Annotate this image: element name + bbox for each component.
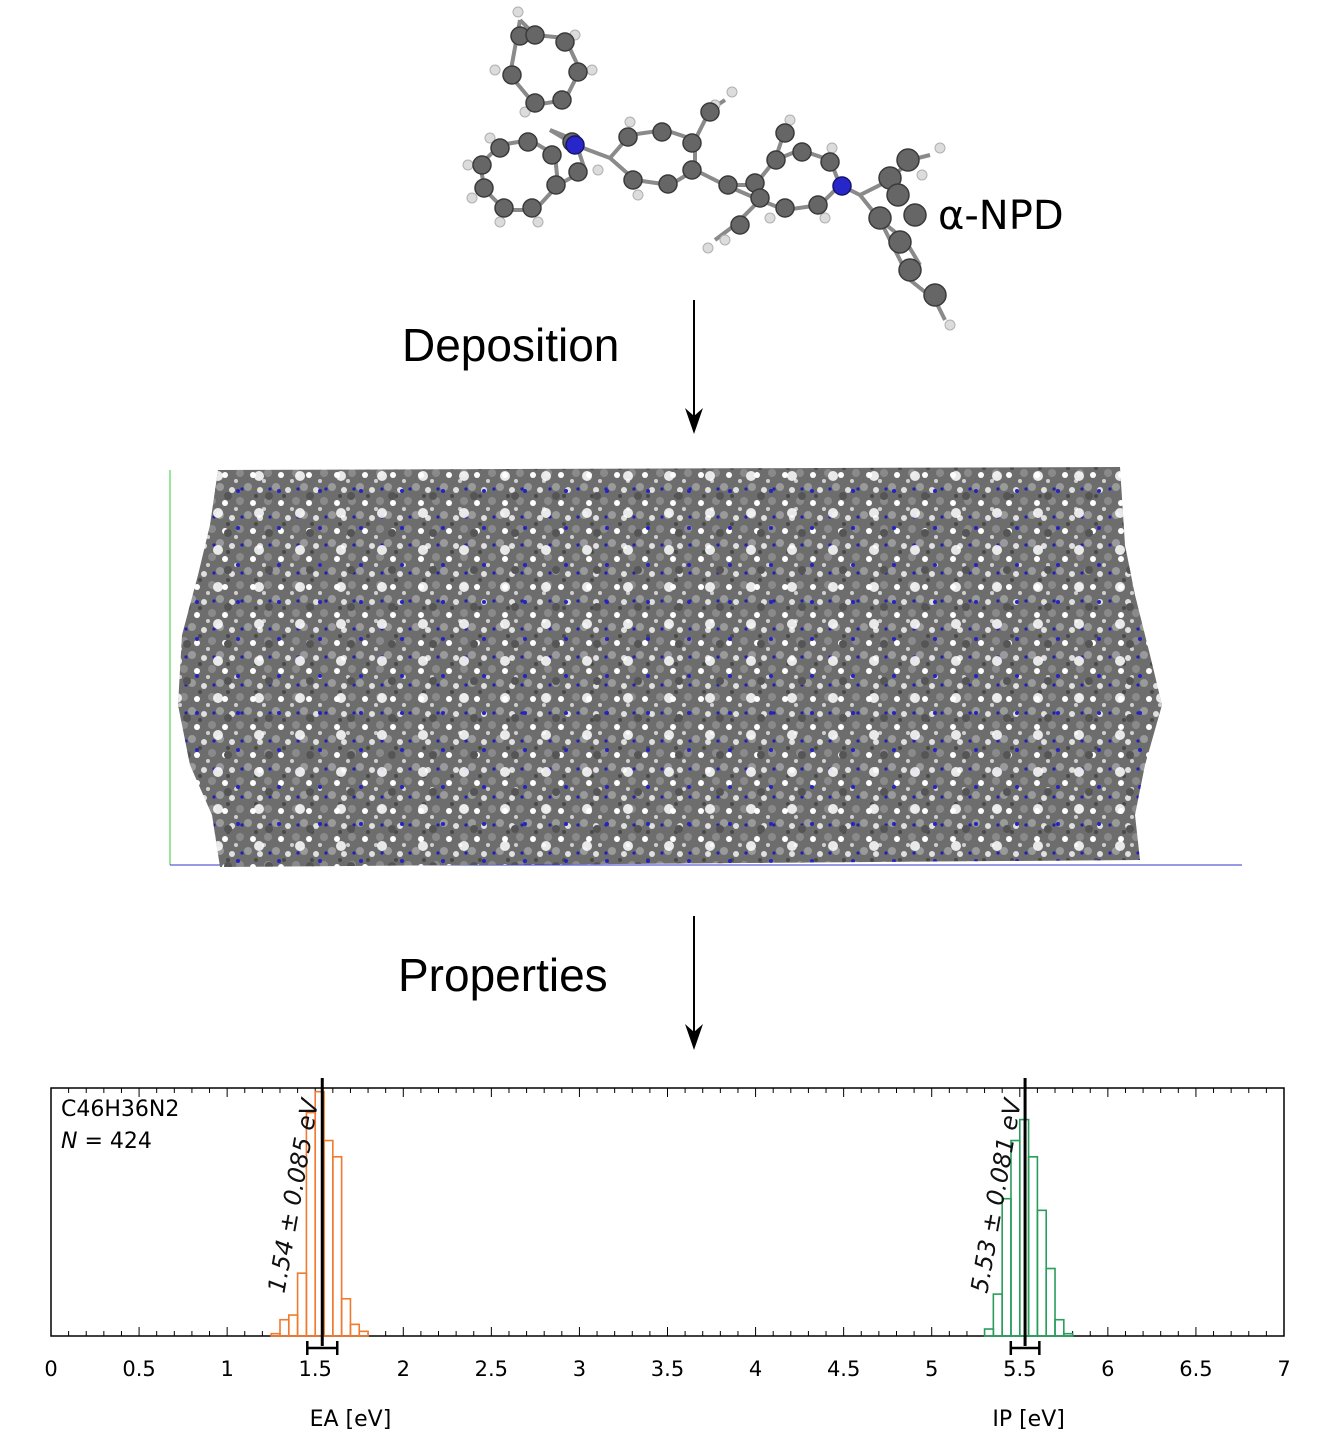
x-tick-label: 6 — [1101, 1357, 1114, 1381]
molecule-structure — [462, 6, 956, 331]
ea-histogram-bar — [340, 1297, 352, 1337]
ip-histogram-bar — [992, 1293, 1003, 1337]
x-tick-label: 5 — [925, 1357, 938, 1381]
x-tick-label: 4.5 — [827, 1357, 860, 1381]
x-axis-label-ea: EA [eV] — [310, 1407, 392, 1432]
x-tick-label: 7 — [1277, 1357, 1290, 1381]
ip-annotation: 5.53 ± 0.081 eV — [965, 1095, 1027, 1295]
ea-histogram-bar — [349, 1323, 361, 1337]
ea-histogram-bar — [323, 1139, 334, 1337]
molecule-atoms — [462, 6, 956, 331]
ip-histogram-bar — [1063, 1332, 1074, 1337]
x-tick-label: 1.5 — [299, 1357, 332, 1381]
ip-histogram-bar — [1036, 1209, 1048, 1337]
deposition-arrow — [685, 300, 703, 434]
energy-histogram-chart: 0 0.5 1 1.5 2 2.5 3 3.5 4 4.5 5 5.5 6 6.5 71.54 ± 0.08… — [44, 1078, 1291, 1432]
x-tick-label: 6.5 — [1179, 1357, 1212, 1381]
plot-frame — [50, 1087, 1285, 1337]
ea-histogram-bar — [270, 1332, 281, 1337]
ip-histogram-bar — [983, 1328, 995, 1337]
x-tick-label: 0.5 — [122, 1357, 155, 1381]
ea-histogram-bar — [279, 1318, 290, 1337]
x-tick-label: 5.5 — [1003, 1357, 1036, 1381]
ea-histogram-bar — [287, 1314, 299, 1337]
ea-histogram-bar — [332, 1156, 343, 1337]
ea-histogram-bar — [296, 1272, 308, 1337]
ip-histogram-bar — [1027, 1156, 1039, 1337]
properties-arrow — [685, 916, 703, 1050]
x-axis-label-ip: IP [eV] — [992, 1407, 1065, 1432]
properties-label: Properties — [398, 949, 608, 1001]
x-tick-label: 0 — [44, 1357, 57, 1381]
x-tick-label: 4 — [749, 1357, 762, 1381]
molecule-label: α-NPD — [938, 193, 1064, 239]
deposition-label: Deposition — [402, 319, 620, 371]
sample-count-text: N = 424 — [61, 1129, 152, 1154]
ip-histogram-bar — [1054, 1318, 1065, 1337]
x-tick-label: 1 — [220, 1357, 233, 1381]
ip-histogram-bar — [1045, 1267, 1056, 1337]
film-morphology — [169, 467, 1242, 867]
x-tick-label: 2 — [397, 1357, 410, 1381]
x-tick-label: 3 — [573, 1357, 586, 1381]
x-tick-label: 2.5 — [475, 1357, 508, 1381]
formula-text: C46H36N2 — [61, 1097, 179, 1122]
x-tick-label: 3.5 — [651, 1357, 684, 1381]
ea-histogram-bar — [358, 1330, 369, 1337]
molecule-bonds — [477, 18, 947, 321]
